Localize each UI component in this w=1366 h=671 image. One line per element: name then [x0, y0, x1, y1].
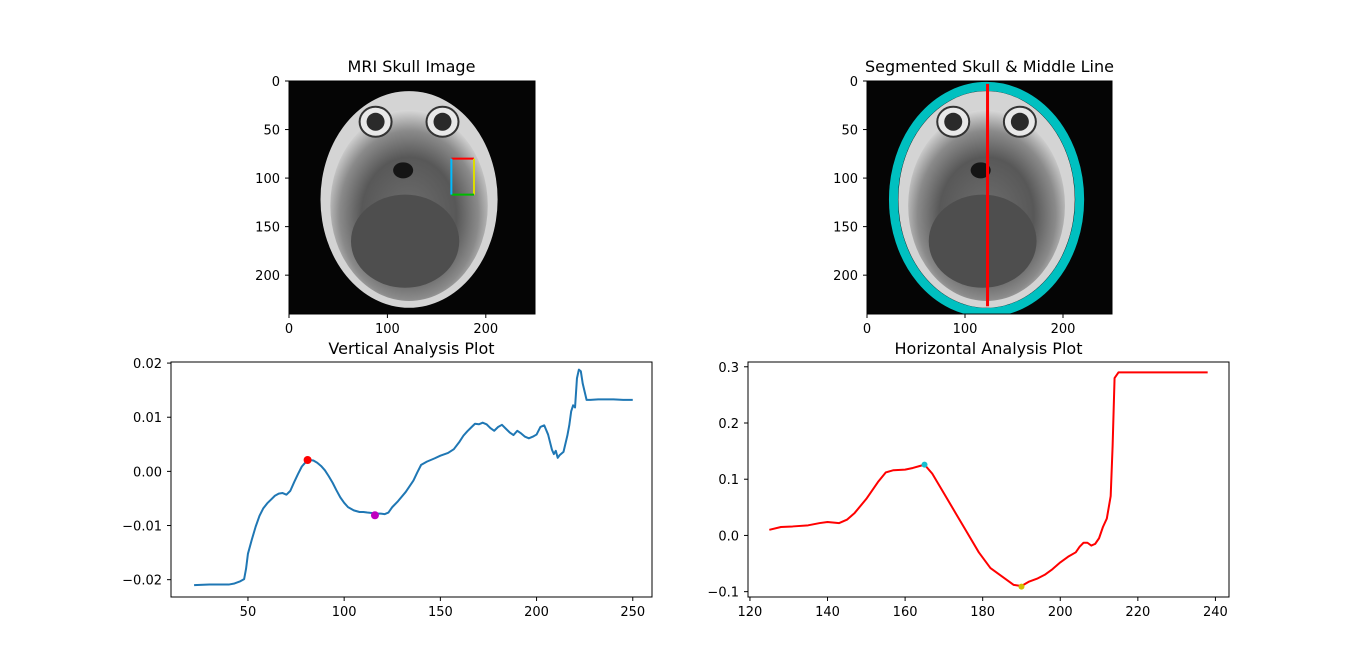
y-tick-label: 100 [255, 172, 280, 187]
segmented-ticks: 0 100 200 0 50 100 150 200 [833, 75, 1075, 337]
horizontal-peak-marker [921, 461, 928, 468]
y-tick-label: 50 [263, 124, 280, 139]
segmented-title: Segmented Skull & Middle Line [865, 57, 1114, 76]
x-tick-label: 150 [428, 605, 453, 620]
segmented-axes-frame [866, 80, 1113, 315]
left-eye-inner [366, 112, 385, 131]
vertical-analysis-panel: Vertical Analysis Plot 50 100 150 200 250 −0.… [122, 339, 653, 620]
y-tick-label: 50 [841, 124, 858, 139]
right-eye-inner [433, 112, 452, 131]
cerebellum [350, 194, 460, 288]
y-tick-label: 0.1 [718, 473, 739, 488]
y-tick-label: −0.02 [122, 574, 162, 589]
x-tick-label: 220 [1125, 605, 1150, 620]
x-tick-label: 200 [524, 605, 549, 620]
right-eye-inner [1010, 112, 1029, 131]
x-tick-label: 200 [1051, 322, 1076, 337]
y-tick-label: 0 [850, 75, 858, 90]
y-tick-label: 150 [833, 221, 858, 236]
y-tick-label: 0.02 [133, 357, 162, 372]
y-tick-label: 0.01 [133, 411, 162, 426]
mri-ticks: 0 100 200 0 50 100 150 200 [255, 75, 498, 337]
horizontal-valley-marker [1018, 583, 1025, 590]
brainstem-gap [970, 162, 991, 179]
y-tick-label: 200 [833, 269, 858, 284]
horizontal-analysis-panel: Horizontal Analysis Plot 120 140 160 180 200… [707, 339, 1230, 620]
x-tick-label: 100 [953, 322, 978, 337]
vertical-series-line [194, 368, 633, 587]
vertical-axes-frame [170, 361, 653, 598]
x-tick-label: 250 [620, 605, 645, 620]
horizontal-axes-frame [747, 361, 1230, 598]
mri-axes-frame [288, 80, 536, 315]
y-tick-label: 200 [255, 269, 280, 284]
mri-roi-box [450, 157, 475, 196]
mri-title: MRI Skull Image [348, 57, 476, 76]
vertical-ticks: 50 100 150 200 250 −0.02 −0.01 0.00 0.01 0.02 [122, 357, 645, 620]
segmented-image-panel: Segmented Skull & Middle Line 0 100 200 0 50… [833, 57, 1114, 337]
y-tick-label: 150 [255, 221, 280, 236]
y-tick-label: 0 [272, 75, 280, 90]
y-tick-label: −0.01 [122, 520, 162, 535]
vertical-title: Vertical Analysis Plot [328, 339, 494, 358]
x-tick-label: 100 [375, 322, 400, 337]
x-tick-label: 200 [1048, 605, 1073, 620]
cerebellum [928, 194, 1037, 288]
left-eye-inner [944, 112, 963, 131]
y-tick-label: 0.00 [133, 465, 162, 480]
mri-skull-picture [320, 91, 498, 308]
y-tick-label: −0.1 [707, 586, 739, 601]
horizontal-title: Horizontal Analysis Plot [895, 339, 1083, 358]
x-tick-label: 160 [893, 605, 918, 620]
y-tick-label: 0.3 [718, 361, 739, 376]
x-tick-label: 240 [1203, 605, 1228, 620]
horizontal-plot-area [769, 371, 1208, 590]
x-tick-label: 50 [240, 605, 257, 620]
x-tick-label: 140 [815, 605, 840, 620]
vertical-valley-marker [370, 511, 379, 520]
brainstem-gap [393, 162, 414, 179]
x-tick-label: 200 [473, 322, 498, 337]
x-tick-label: 0 [863, 322, 871, 337]
horizontal-series-line [769, 371, 1208, 588]
vertical-plot-area [194, 368, 633, 587]
x-tick-label: 120 [738, 605, 763, 620]
mri-image-panel: MRI Skull Image 0 100 200 0 50 100 150 200 [255, 57, 536, 337]
y-tick-label: 0.0 [718, 529, 739, 544]
horizontal-ticks: 120 140 160 180 200 220 240 −0.1 0.0 0.1 0.2 0.3 [707, 361, 1227, 620]
x-tick-label: 0 [285, 322, 293, 337]
y-tick-label: 100 [833, 172, 858, 187]
y-tick-label: 0.2 [718, 417, 739, 432]
x-tick-label: 100 [332, 605, 357, 620]
vertical-peak-marker [303, 456, 312, 465]
x-tick-label: 180 [970, 605, 995, 620]
